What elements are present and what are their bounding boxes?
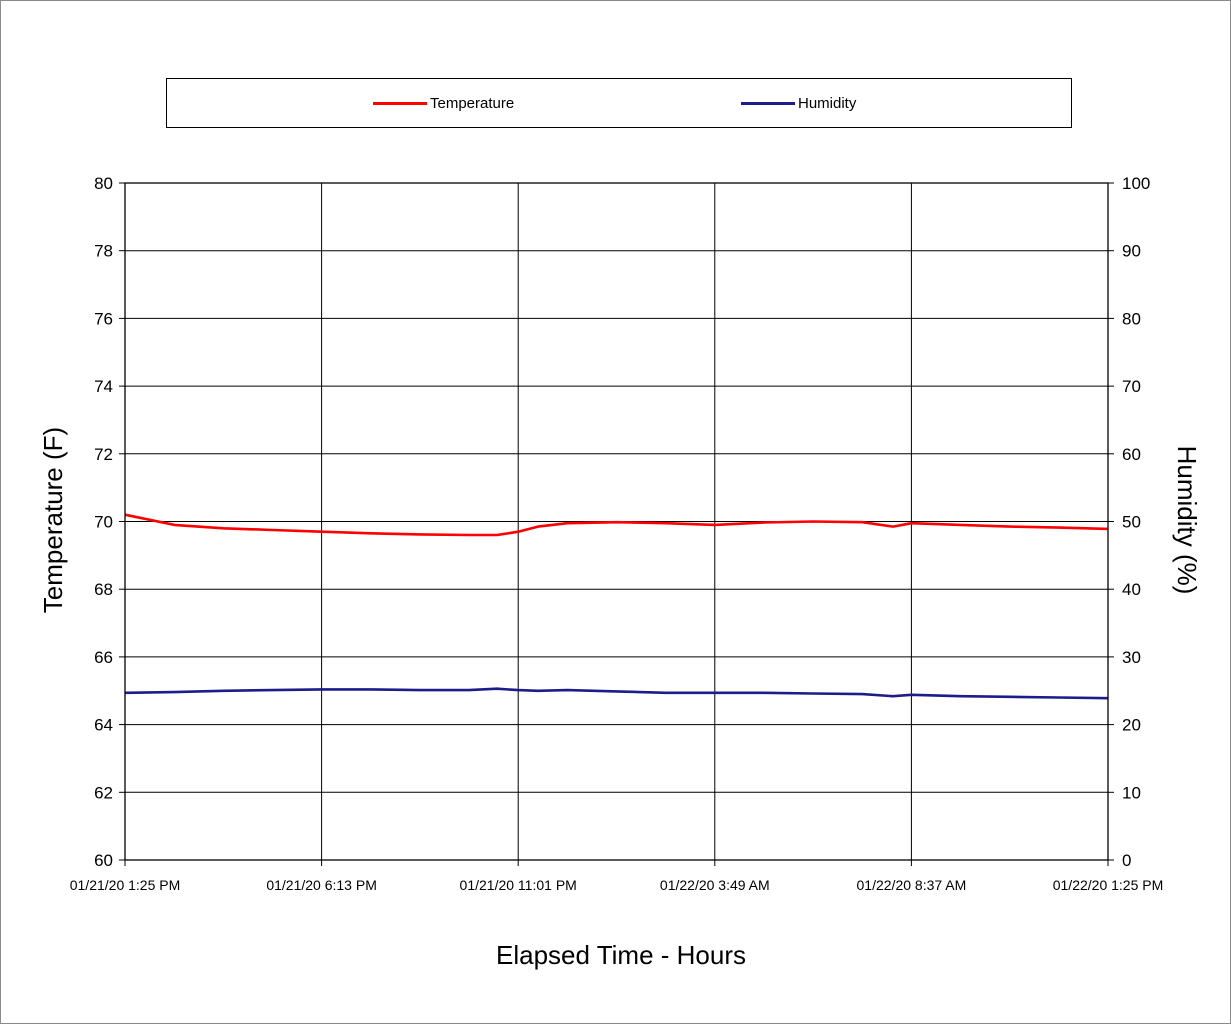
x-tick-label: 01/22/20 1:25 PM	[1053, 877, 1164, 893]
y2-tick-label: 70	[1122, 377, 1141, 396]
y-tick-label: 66	[94, 648, 113, 667]
tick-labels: 60 0 62 10 64 20 66 30 68 40 70 50 72 60 74 70 76 80 78 90 8…	[70, 174, 1164, 893]
y2-tick-label: 40	[1122, 580, 1141, 599]
y2-tick-label: 90	[1122, 242, 1141, 261]
y2-tick-label: 50	[1122, 513, 1141, 532]
legend-label-humidity: Humidity	[798, 94, 857, 112]
y-tick-label: 62	[94, 783, 113, 802]
plot-border	[124, 182, 1109, 861]
y2-tick-label: 60	[1122, 445, 1141, 464]
x-axis-title: Elapsed Time - Hours	[496, 940, 746, 970]
y-tick-label: 78	[94, 242, 113, 261]
series-line-temperature	[124, 513, 1109, 537]
legend-item-humidity: Humidity	[741, 93, 856, 113]
x-tick-label: 01/21/20 11:01 PM	[460, 877, 577, 893]
y2-tick-label: 0	[1122, 851, 1131, 870]
y2-tick-label: 20	[1122, 716, 1141, 735]
legend-item-temperature: Temperature	[373, 93, 514, 113]
y-tick-label: 80	[94, 174, 113, 193]
y-tick-label: 76	[94, 309, 113, 328]
y-tick-label: 64	[94, 716, 113, 735]
series-line-humidity	[124, 687, 1109, 700]
legend: Temperature Humidity	[166, 78, 1072, 128]
legend-swatch-temperature	[373, 101, 427, 105]
legend-swatch-humidity	[741, 101, 795, 105]
x-tick-label: 01/22/20 8:37 AM	[857, 877, 967, 893]
y2-axis-title: Humidity (%)	[1172, 446, 1202, 595]
y2-tick-label: 30	[1122, 648, 1141, 667]
y-tick-label: 74	[94, 377, 113, 396]
x-tick-label: 01/21/20 6:13 PM	[266, 877, 377, 893]
y-tick-label: 72	[94, 445, 113, 464]
series-layer	[124, 513, 1109, 700]
axes	[119, 182, 1114, 866]
y-tick-label: 60	[94, 851, 113, 870]
x-tick-label: 01/22/20 3:49 AM	[660, 877, 770, 893]
y2-tick-label: 80	[1122, 309, 1141, 328]
legend-label-temperature: Temperature	[430, 94, 515, 112]
y2-tick-label: 10	[1122, 783, 1141, 802]
y-axis-title: Temperature (F)	[38, 427, 68, 613]
y-tick-label: 70	[94, 513, 113, 532]
y2-tick-label: 100	[1122, 174, 1150, 193]
x-tick-label: 01/21/20 1:25 PM	[70, 877, 181, 893]
y-tick-label: 68	[94, 580, 113, 599]
